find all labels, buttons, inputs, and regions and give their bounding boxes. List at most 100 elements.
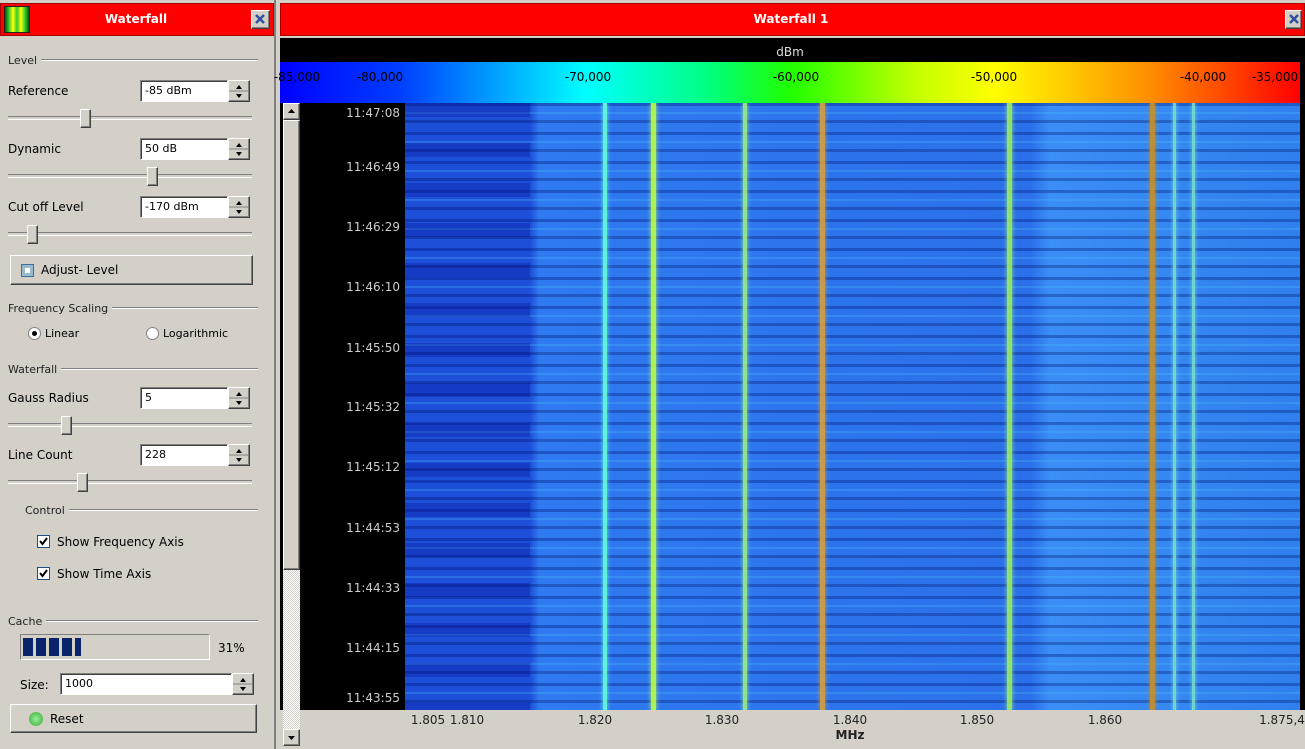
cache-progress bbox=[20, 634, 210, 660]
spinner[interactable] bbox=[228, 80, 250, 102]
time-label: 11:44:15 bbox=[300, 640, 400, 656]
close-button[interactable] bbox=[251, 10, 270, 29]
signal-stripe bbox=[603, 103, 607, 710]
size-input[interactable]: 1000 bbox=[60, 673, 232, 695]
field-label: Reference bbox=[8, 80, 68, 102]
checkbox[interactable] bbox=[37, 567, 50, 580]
group-line bbox=[69, 509, 258, 511]
close-icon bbox=[1287, 12, 1301, 26]
colorbar-unit: dBm bbox=[280, 44, 1300, 60]
field-label: Cut off Level bbox=[8, 196, 84, 218]
signal-stripe bbox=[1173, 103, 1176, 710]
signal-stripe bbox=[1192, 103, 1195, 710]
group-heading-text: Control bbox=[25, 504, 69, 517]
scrollbar bbox=[283, 103, 300, 746]
spinner-arrows bbox=[229, 388, 249, 408]
scroll-thumb[interactable] bbox=[283, 120, 300, 570]
slider-thumb[interactable] bbox=[27, 225, 38, 244]
field-label: Gauss Radius bbox=[8, 387, 89, 409]
slider-thumb[interactable] bbox=[77, 473, 88, 492]
scroll-arrow bbox=[284, 730, 299, 745]
view-title-bar: Waterfall 1 bbox=[280, 3, 1305, 36]
field-input[interactable]: 5 bbox=[140, 387, 228, 409]
cache-percent: 31% bbox=[218, 640, 245, 656]
group-heading: Frequency Scaling bbox=[8, 300, 258, 316]
waterfall-dark-block bbox=[405, 103, 530, 710]
colorbar-label: -40,000 bbox=[1163, 69, 1243, 85]
scroll-up[interactable] bbox=[283, 103, 300, 120]
time-label: 11:45:12 bbox=[300, 459, 400, 475]
size-label: Size: bbox=[20, 676, 49, 694]
spinner[interactable] bbox=[228, 196, 250, 218]
group-line bbox=[41, 59, 258, 61]
frequency-label: 1.850 bbox=[947, 713, 1007, 728]
frequency-label: 1.875,4 bbox=[1252, 713, 1305, 728]
scroll-arrow bbox=[284, 104, 299, 119]
reset-text: Reset bbox=[50, 712, 84, 726]
colorbar-label: -60,000 bbox=[756, 69, 836, 85]
slider-track bbox=[8, 116, 252, 120]
page: Waterfall Level Frequency Scaling Waterfall… bbox=[0, 0, 1305, 749]
group-heading-text: Cache bbox=[8, 615, 46, 628]
time-label: 11:45:32 bbox=[300, 399, 400, 415]
colorbar-label: -35,000 bbox=[1235, 69, 1305, 85]
group-line bbox=[46, 620, 258, 622]
radio-label: Linear bbox=[45, 326, 79, 342]
spinner[interactable] bbox=[232, 673, 254, 695]
group-line bbox=[112, 307, 258, 309]
time-label: 11:47:08 bbox=[300, 105, 400, 121]
slider-thumb[interactable] bbox=[80, 109, 91, 128]
app-icon bbox=[4, 6, 30, 33]
slider-thumb[interactable] bbox=[147, 167, 158, 186]
slider-thumb[interactable] bbox=[61, 416, 72, 435]
field-input[interactable]: -85 dBm bbox=[140, 80, 228, 102]
waterfall-image bbox=[405, 103, 1300, 710]
time-label: 11:44:53 bbox=[300, 520, 400, 536]
checkbox-label: Show Time Axis bbox=[57, 566, 151, 582]
checkbox-label: Show Frequency Axis bbox=[57, 534, 184, 550]
spinner-arrows bbox=[229, 81, 249, 101]
radio-button[interactable] bbox=[146, 327, 159, 340]
group-heading-text: Level bbox=[8, 54, 41, 67]
colorbar-label: -80,000 bbox=[340, 69, 420, 85]
signal-stripe bbox=[743, 103, 747, 710]
slider-track bbox=[8, 232, 252, 236]
scroll-down[interactable] bbox=[283, 729, 300, 746]
slider-track bbox=[8, 480, 252, 484]
spinner-arrows bbox=[229, 445, 249, 465]
spinner[interactable] bbox=[228, 444, 250, 466]
checkbox[interactable] bbox=[37, 535, 50, 548]
spinner[interactable] bbox=[228, 387, 250, 409]
field-label: Dynamic bbox=[8, 138, 61, 160]
colorbar-label: -70,000 bbox=[548, 69, 628, 85]
frequency-label: 1.820 bbox=[565, 713, 625, 728]
adjust-level-button[interactable]: Adjust- Level bbox=[10, 255, 253, 285]
radio-label: Logarithmic bbox=[163, 326, 228, 342]
time-label: 11:46:10 bbox=[300, 279, 400, 295]
time-label: 11:45:50 bbox=[300, 340, 400, 356]
reset-button[interactable]: Reset bbox=[10, 704, 257, 733]
slider-track bbox=[8, 423, 252, 427]
field-input[interactable]: 50 dB bbox=[140, 138, 228, 160]
group-heading: Cache bbox=[8, 613, 258, 629]
group-heading: Waterfall bbox=[8, 361, 258, 377]
field-input[interactable]: 228 bbox=[140, 444, 228, 466]
group-heading-text: Frequency Scaling bbox=[8, 302, 112, 315]
spinner[interactable] bbox=[228, 138, 250, 160]
time-label: 11:43:55 bbox=[300, 690, 400, 706]
close-button[interactable] bbox=[1285, 10, 1302, 29]
time-label: 11:44:33 bbox=[300, 580, 400, 596]
adjust-icon bbox=[21, 264, 34, 277]
radio-button[interactable] bbox=[28, 327, 41, 340]
field-input[interactable]: -170 dBm bbox=[140, 196, 228, 218]
slider-track bbox=[8, 174, 252, 178]
adjust-level-text: Adjust- Level bbox=[41, 263, 118, 277]
app-window: Waterfall Level Frequency Scaling Waterfall… bbox=[0, 0, 1305, 749]
cache-progress-fill bbox=[23, 638, 81, 656]
signal-stripe bbox=[820, 103, 825, 710]
field-label: Line Count bbox=[8, 444, 72, 466]
colorbar-label: -50,000 bbox=[954, 69, 1034, 85]
signal-stripe bbox=[651, 103, 656, 710]
frequency-label: 1.840 bbox=[820, 713, 880, 728]
sidebar-title: Waterfall bbox=[31, 4, 241, 35]
